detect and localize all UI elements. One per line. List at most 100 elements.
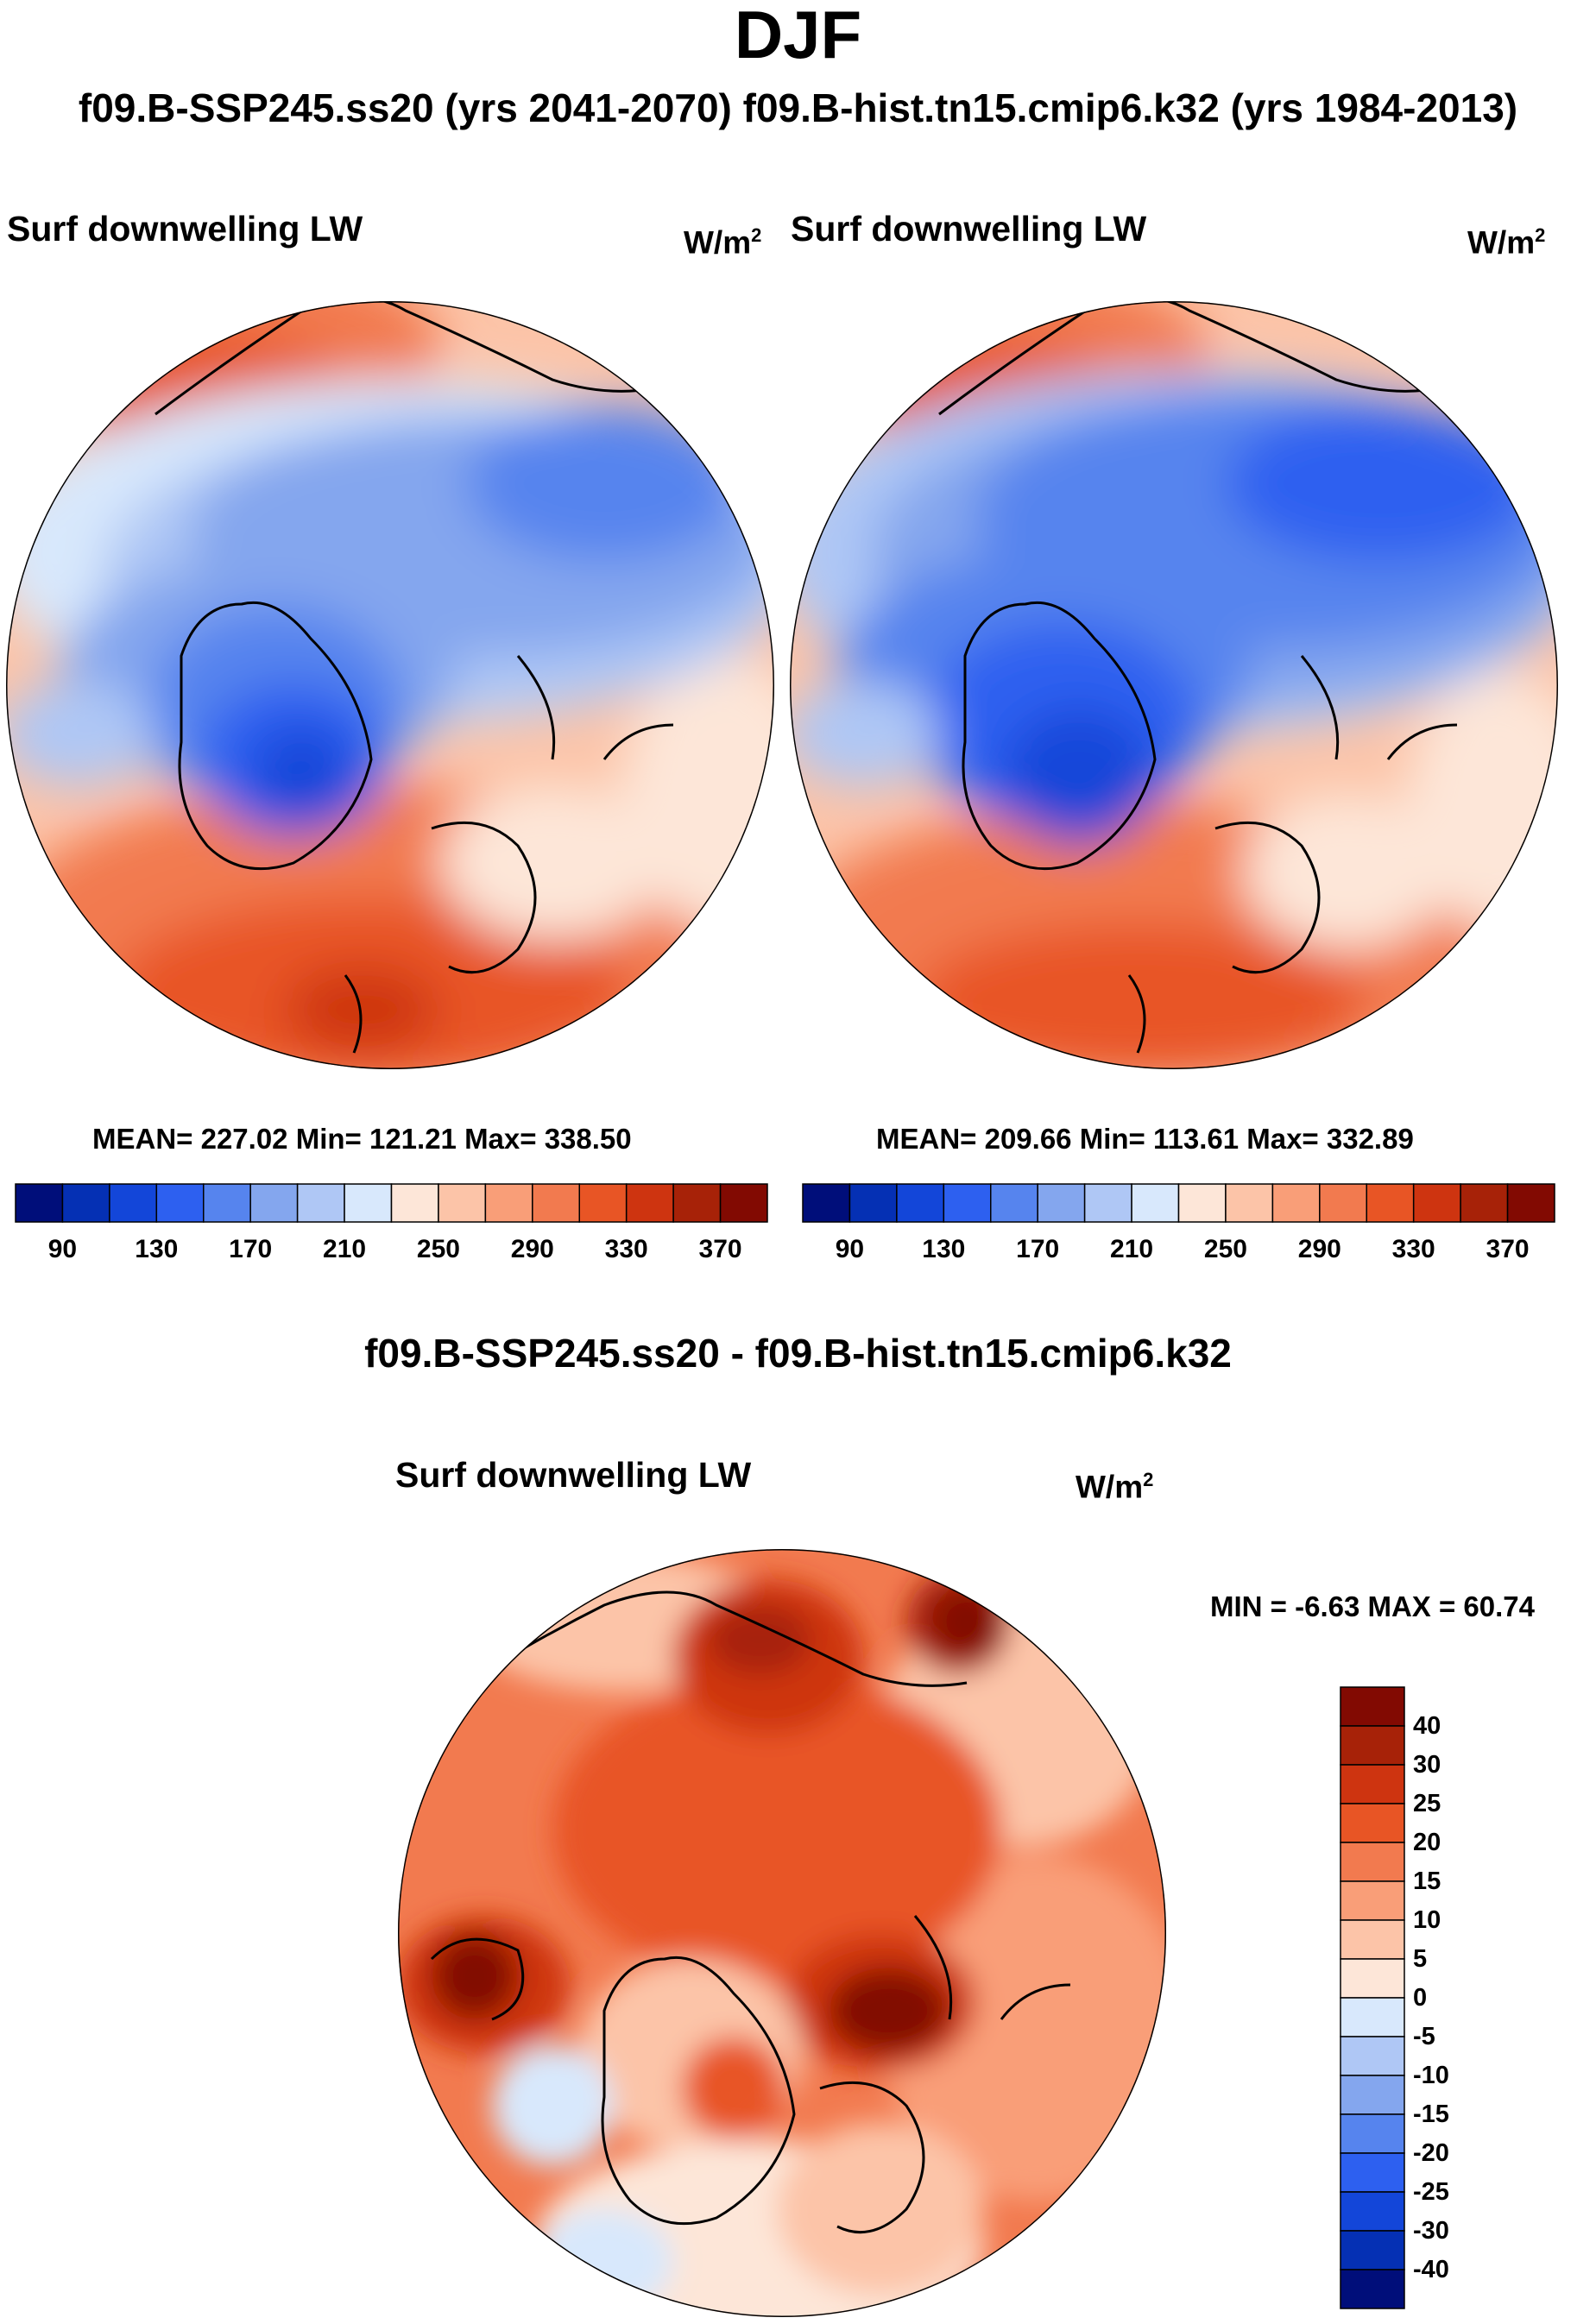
right-colorbar-swatch [802,1183,851,1223]
diff-panel-stats: MIN = -6.63 MAX = 60.74 [1210,1590,1536,1622]
diff-colorbar-swatch [1340,1997,1405,2037]
diff-coastlines [430,1590,1071,2234]
right-colorbar-swatch [1506,1183,1555,1223]
diff-colorbar-tick-label: -30 [1413,2217,1449,2245]
diff-colorbar-tick-label: 15 [1413,1867,1441,1895]
right-colorbar-tick-label: 250 [1203,1235,1247,1263]
diff-colorbar-swatch [1340,1764,1405,1804]
right-colorbar-tick-label: 90 [835,1235,865,1263]
left-colorbar-swatch [344,1183,393,1223]
right-panel-units: W/m2 [1467,224,1546,261]
right-colorbar-swatch [1460,1183,1509,1223]
right-colorbar-swatch [848,1183,898,1223]
diff-colorbar-swatch [1340,2036,1405,2076]
diff-colorbar-tick-label: -20 [1413,2139,1449,2167]
left-colorbar-swatch [672,1183,722,1223]
right-colorbar-swatch [1177,1183,1227,1223]
left-colorbar-tick-label: 90 [47,1235,78,1263]
diff-panel-units: W/m2 [1076,1469,1154,1505]
figure-title: DJF [734,0,862,72]
left-map [6,301,774,1069]
right-colorbar-swatch [896,1183,945,1223]
right-colorbar-tick-label: 210 [1110,1235,1154,1263]
left-colorbar-tick-label: 290 [510,1235,554,1263]
right-colorbar-swatch [1366,1183,1415,1223]
left-colorbar-swatch [719,1183,768,1223]
right-colorbar-tick-label: 130 [922,1235,966,1263]
diff-colorbar-tick-label: -5 [1413,2023,1435,2050]
diff-colorbar-swatch [1340,2230,1405,2270]
diff-colorbar-swatch [1340,1880,1405,1921]
right-colorbar-swatch [1037,1183,1086,1223]
diff-colorbar-swatch [1340,1919,1405,1960]
right-colorbar-swatch [1271,1183,1321,1223]
left-colorbar-tick-label: 370 [698,1235,742,1263]
left-colorbar-swatch [578,1183,628,1223]
diff-colorbar-swatch [1340,1803,1405,1843]
diff-map [398,1549,1166,2317]
right-colorbar-tick-label: 170 [1016,1235,1060,1263]
left-colorbar-swatch [155,1183,205,1223]
diff-colorbar-swatch [1340,2191,1405,2232]
right-panel-stats: MEAN= 209.66 Min= 113.61 Max= 332.89 [876,1123,1414,1155]
right-colorbar-tick-label: 290 [1297,1235,1341,1263]
right-map [790,301,1558,1069]
right-colorbar-swatch [1083,1183,1132,1223]
left-colorbar-tick-label: 330 [604,1235,648,1263]
diff-colorbar-swatch [1340,2152,1405,2193]
diff-panel-label: Surf downwelling LW [395,1455,752,1495]
diff-colorbar-tick-label: 0 [1413,1984,1428,2012]
diff-title: f09.B-SSP245.ss20 - f09.B-hist.tn15.cmip… [364,1331,1232,1376]
diff-colorbar-swatch [1340,1958,1405,1999]
diff-colorbar-swatch [1340,1686,1405,1727]
left-coastlines [155,301,674,1054]
left-colorbar-tick-label: 250 [416,1235,460,1263]
right-colorbar-swatch [1131,1183,1180,1223]
left-colorbar-tick-label: 170 [229,1235,273,1263]
left-colorbar [15,1183,768,1223]
diff-colorbar-tick-label: 25 [1413,1790,1441,1817]
diff-colorbar-swatch [1340,1842,1405,1882]
diff-colorbar-tick-label: 40 [1413,1712,1441,1740]
right-colorbar-swatch [943,1183,992,1223]
diff-colorbar-tick-label: -40 [1413,2256,1449,2283]
left-colorbar-swatch [390,1183,439,1223]
left-panel-stats: MEAN= 227.02 Min= 121.21 Max= 338.50 [92,1123,632,1155]
diff-colorbar-tick-label: -15 [1413,2100,1449,2128]
diff-colorbar-tick-label: -25 [1413,2178,1449,2206]
diff-colorbar-tick-label: 5 [1413,1945,1428,1973]
right-colorbar [802,1183,1555,1223]
right-colorbar-tick-label: 370 [1486,1235,1530,1263]
diff-colorbar-swatch [1340,2269,1405,2309]
left-colorbar-swatch [109,1183,158,1223]
left-colorbar-swatch [484,1183,533,1223]
diff-colorbar-tick-label: 30 [1413,1751,1441,1779]
right-panel-label: Surf downwelling LW [791,209,1147,249]
left-colorbar-swatch [203,1183,251,1223]
diff-colorbar-tick-label: -10 [1413,2062,1449,2089]
right-coastlines [938,301,1458,1054]
right-colorbar-swatch [1225,1183,1274,1223]
left-colorbar-tick-label: 130 [135,1235,179,1263]
left-panel-label: Surf downwelling LW [7,209,363,249]
diff-colorbar-tick-label: 20 [1413,1829,1441,1856]
left-colorbar-tick-label: 210 [323,1235,367,1263]
right-colorbar-swatch [990,1183,1038,1223]
diff-colorbar-swatch [1340,2075,1405,2115]
right-colorbar-swatch [1412,1183,1461,1223]
right-colorbar-swatch [1319,1183,1367,1223]
left-colorbar-swatch [249,1183,299,1223]
left-panel-units: W/m2 [684,224,762,261]
diff-colorbar-tick-label: 10 [1413,1906,1441,1934]
figure-subtitle: f09.B-SSP245.ss20 (yrs 2041-2070) f09.B-… [78,85,1518,130]
diff-colorbar [1340,1686,1405,2309]
diff-colorbar-swatch [1340,2113,1405,2154]
left-colorbar-swatch [296,1183,345,1223]
left-colorbar-swatch [15,1183,64,1223]
left-colorbar-swatch [625,1183,674,1223]
left-colorbar-swatch [61,1183,110,1223]
diff-colorbar-swatch [1340,1725,1405,1766]
right-colorbar-tick-label: 330 [1391,1235,1435,1263]
left-colorbar-swatch [438,1183,487,1223]
